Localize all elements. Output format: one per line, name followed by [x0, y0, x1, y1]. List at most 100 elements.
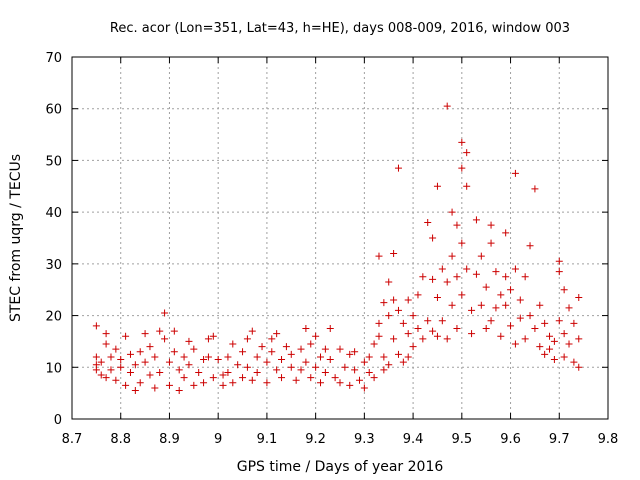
data-point — [390, 335, 398, 343]
data-point — [360, 384, 368, 392]
x-tick-label: 9.4 — [403, 432, 424, 447]
data-point — [136, 348, 144, 356]
data-point — [560, 353, 568, 361]
data-point — [555, 257, 563, 265]
data-point — [458, 138, 466, 146]
data-point — [472, 216, 480, 224]
y-tick-label: 40 — [45, 206, 62, 221]
data-point — [394, 306, 402, 314]
data-point — [336, 379, 344, 387]
data-point — [502, 273, 510, 281]
data-point — [336, 345, 344, 353]
data-point — [516, 314, 524, 322]
data-point — [239, 348, 247, 356]
data-point — [92, 322, 100, 330]
data-point — [526, 312, 534, 320]
x-axis-label: GPS time / Days of year 2016 — [237, 459, 444, 475]
data-point — [190, 381, 198, 389]
data-point — [477, 301, 485, 309]
data-point — [297, 345, 305, 353]
data-point — [565, 340, 573, 348]
data-point — [487, 221, 495, 229]
data-point — [550, 356, 558, 364]
data-point — [526, 242, 534, 250]
data-point — [92, 366, 100, 374]
data-point — [141, 330, 149, 338]
data-point — [190, 345, 198, 353]
data-point — [185, 361, 193, 369]
data-point — [536, 301, 544, 309]
data-point — [399, 319, 407, 327]
data-point — [370, 340, 378, 348]
data-point — [156, 368, 164, 376]
data-point — [282, 343, 290, 351]
data-point — [448, 252, 456, 260]
data-point — [204, 353, 212, 361]
data-point — [487, 317, 495, 325]
data-point — [477, 252, 485, 260]
data-point — [458, 164, 466, 172]
data-point — [380, 353, 388, 361]
data-point — [156, 327, 164, 335]
data-point — [131, 387, 139, 395]
data-point — [224, 353, 232, 361]
data-point — [531, 185, 539, 193]
data-point — [126, 368, 134, 376]
data-point — [341, 363, 349, 371]
data-point — [175, 387, 183, 395]
data-point — [472, 270, 480, 278]
data-point — [433, 182, 441, 190]
data-point — [555, 317, 563, 325]
data-point — [253, 368, 261, 376]
data-point — [375, 319, 383, 327]
data-point — [243, 335, 251, 343]
data-point — [307, 340, 315, 348]
data-point — [239, 374, 247, 382]
y-tick-label: 0 — [54, 413, 62, 428]
data-point — [448, 208, 456, 216]
data-point — [497, 332, 505, 340]
data-point — [97, 371, 105, 379]
data-point — [141, 358, 149, 366]
data-point — [185, 337, 193, 345]
data-point — [409, 343, 417, 351]
data-point — [404, 330, 412, 338]
grid-lines — [72, 57, 608, 419]
data-point — [331, 374, 339, 382]
data-point — [273, 366, 281, 374]
data-point — [268, 348, 276, 356]
data-point — [146, 371, 154, 379]
data-point — [326, 325, 334, 332]
data-point — [151, 353, 159, 361]
chart-title: Rec. acor (Lon=351, Lat=43, h=HE), days … — [110, 21, 570, 36]
data-point — [229, 340, 237, 348]
data-point — [575, 363, 583, 371]
data-point — [375, 252, 383, 260]
data-point — [107, 353, 115, 361]
axis-ticks — [71, 56, 609, 420]
data-point — [385, 278, 393, 286]
data-point — [175, 366, 183, 374]
data-points — [92, 102, 583, 395]
data-point — [92, 353, 100, 361]
data-point — [351, 366, 359, 374]
data-point — [429, 234, 437, 242]
data-point — [112, 376, 120, 384]
data-point — [409, 312, 417, 320]
data-point — [560, 286, 568, 294]
data-point — [448, 301, 456, 309]
data-point — [497, 291, 505, 299]
y-tick-labels: 0 10 20 30 40 50 60 70 — [45, 51, 62, 428]
data-point — [346, 350, 354, 358]
data-point — [429, 327, 437, 335]
data-point — [248, 376, 256, 384]
data-point — [453, 273, 461, 281]
x-tick-label: 9 — [214, 432, 222, 447]
data-point — [375, 332, 383, 340]
data-point — [278, 356, 286, 364]
data-point — [365, 368, 373, 376]
data-point — [312, 363, 320, 371]
data-point — [287, 363, 295, 371]
data-point — [502, 229, 510, 237]
data-point — [419, 335, 427, 343]
